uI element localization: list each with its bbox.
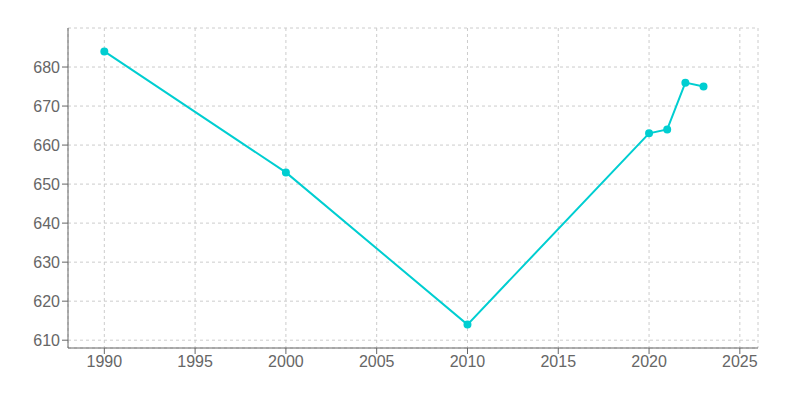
svg-text:1990: 1990 — [87, 353, 123, 370]
svg-text:1995: 1995 — [177, 353, 213, 370]
svg-text:660: 660 — [33, 137, 60, 154]
svg-text:630: 630 — [33, 254, 60, 271]
svg-text:620: 620 — [33, 293, 60, 310]
svg-text:2010: 2010 — [450, 353, 486, 370]
svg-text:2025: 2025 — [722, 353, 758, 370]
svg-text:640: 640 — [33, 215, 60, 232]
svg-text:680: 680 — [33, 59, 60, 76]
svg-text:2000: 2000 — [268, 353, 304, 370]
svg-text:670: 670 — [33, 98, 60, 115]
svg-text:2015: 2015 — [540, 353, 576, 370]
svg-text:610: 610 — [33, 332, 60, 349]
svg-text:2020: 2020 — [631, 353, 667, 370]
svg-text:650: 650 — [33, 176, 60, 193]
svg-text:2005: 2005 — [359, 353, 395, 370]
